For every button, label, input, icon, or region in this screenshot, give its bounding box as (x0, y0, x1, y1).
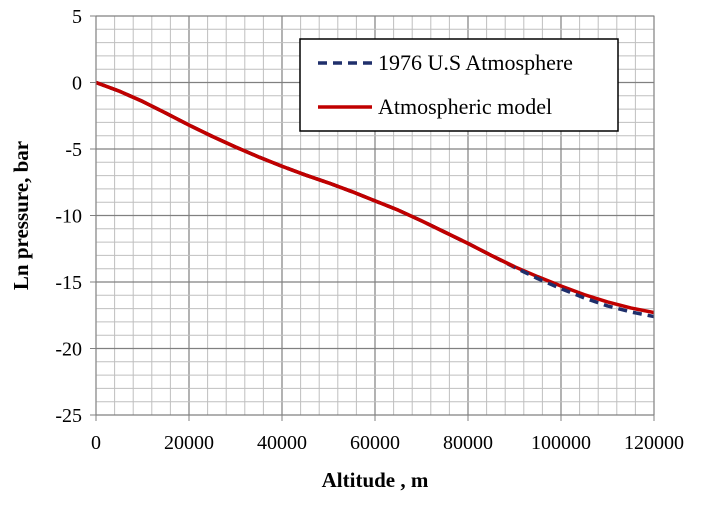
x-tick-label: 80000 (443, 432, 493, 454)
x-tick-label: 0 (91, 432, 101, 454)
x-tick-label: 20000 (164, 432, 214, 454)
series-line-atmospheric-model-overlay (95, 80, 516, 269)
legend: 1976 U.S Atmosphere Atmospheric model (299, 38, 619, 132)
series-lines (95, 80, 655, 319)
x-tick-label: 40000 (257, 432, 307, 454)
y-tick-label: -10 (55, 206, 82, 228)
y-tick-label: 5 (72, 6, 82, 28)
plot-border (95, 15, 655, 416)
legend-label-1976-us-atmosphere: 1976 U.S Atmosphere (378, 50, 573, 75)
y-tick-label: -25 (55, 405, 82, 427)
y-tick-label: -15 (55, 272, 82, 294)
legend-box (299, 38, 619, 132)
y-axis-title: Ln pressure, bar (9, 141, 33, 290)
x-axis-title: Altitude , m (322, 468, 429, 492)
x-tick-label: 120000 (624, 432, 684, 454)
tick-labels: 0 20000 40000 60000 80000 100000 120000 5 0 -5 -10… (55, 6, 684, 454)
y-tick-label: -5 (65, 139, 82, 161)
legend-label-atmospheric-model: Atmospheric model (378, 94, 552, 119)
x-tick-label: 100000 (531, 432, 591, 454)
y-tick-label: -20 (55, 339, 82, 361)
x-tick-label: 60000 (350, 432, 400, 454)
y-tick-label: 0 (72, 73, 82, 95)
